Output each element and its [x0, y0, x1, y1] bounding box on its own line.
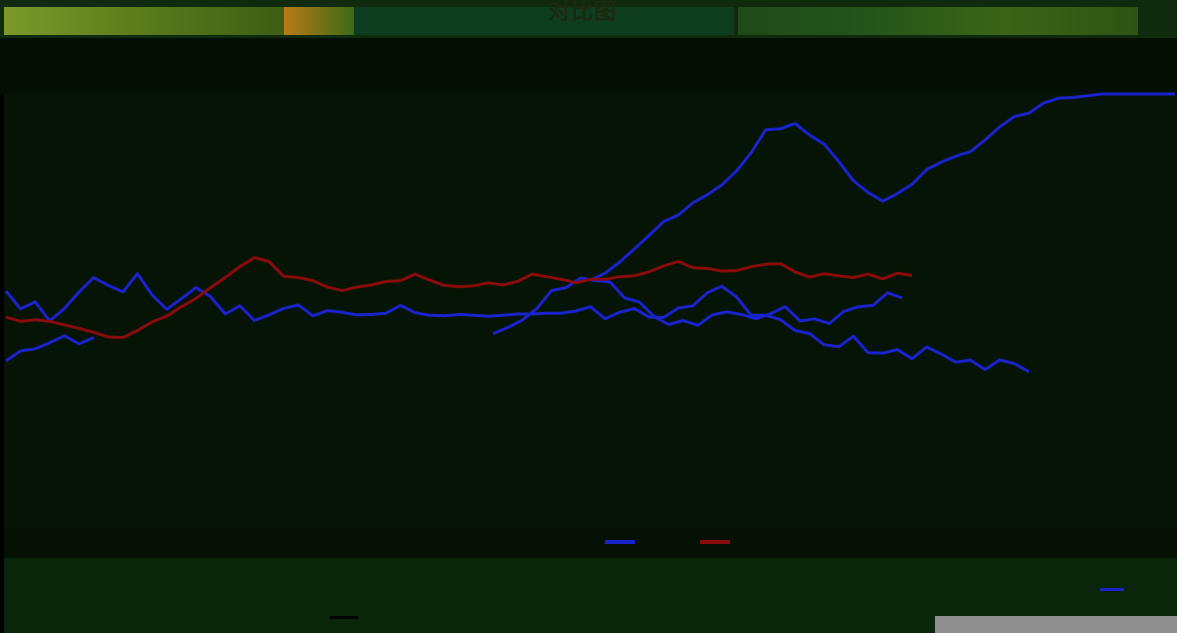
title-band: 对比图 [0, 0, 1177, 38]
title-strip-center [354, 7, 734, 35]
title-strip-left [4, 7, 284, 35]
status-bar [935, 616, 1177, 633]
header-band [0, 38, 1177, 94]
series-0-line-0 [4, 272, 1030, 374]
plot-area [4, 94, 1177, 528]
bottom-tick-right [1100, 588, 1124, 591]
bottom-tick-left [330, 616, 358, 619]
legend-band [4, 528, 1177, 558]
series-0-line-1 [492, 276, 903, 335]
series-0-line-3 [5, 334, 95, 363]
series-1-line-0 [5, 256, 913, 339]
legend-swatch-blue [605, 540, 635, 544]
title-strip-right [738, 7, 1138, 35]
series-0-line-2 [589, 92, 1175, 282]
legend-swatch-red [700, 540, 730, 544]
title-strip-middle [284, 7, 354, 35]
chart-title: 对比图 [548, 0, 618, 25]
